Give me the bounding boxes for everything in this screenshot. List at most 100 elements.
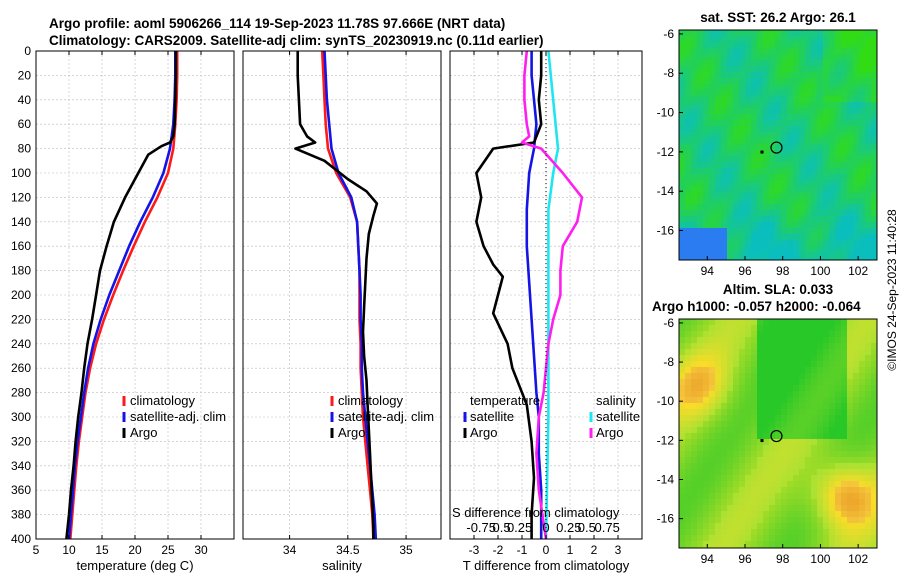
map-cell xyxy=(709,487,716,494)
map-cell xyxy=(817,72,824,79)
salinity-diff-tick-label: 0.25 xyxy=(507,520,532,535)
map-cell xyxy=(859,511,866,518)
map-cell xyxy=(721,475,728,482)
map-cell xyxy=(859,162,866,169)
map-cell xyxy=(793,204,800,211)
map-cell xyxy=(709,463,716,470)
map-cell xyxy=(775,367,782,374)
map-cell xyxy=(745,379,752,386)
x-tick-label: -1 xyxy=(517,543,528,557)
map-cell xyxy=(763,325,770,332)
map-cell xyxy=(751,349,758,356)
map-cell xyxy=(709,355,716,362)
map-cell xyxy=(757,463,764,470)
map-cell xyxy=(757,355,764,362)
map-cell xyxy=(763,180,770,187)
map-cell xyxy=(775,469,782,476)
map-cell xyxy=(775,240,782,247)
map-cell xyxy=(823,355,830,362)
map-cell xyxy=(679,439,686,446)
y-tick-label: -16 xyxy=(657,512,675,526)
map-cell xyxy=(805,66,812,73)
map-cell xyxy=(721,415,728,422)
map-cell xyxy=(757,258,764,261)
map-cell xyxy=(793,433,800,440)
map-cell xyxy=(853,102,860,109)
map-cell xyxy=(685,403,692,410)
map-cell xyxy=(679,234,686,241)
map-cell xyxy=(685,517,692,524)
map-cell xyxy=(715,343,722,350)
map-cell xyxy=(871,78,878,85)
map-cell xyxy=(679,132,686,139)
map-cell xyxy=(769,72,776,79)
map-cell xyxy=(763,427,770,434)
map-cell xyxy=(817,499,824,506)
map-cell xyxy=(739,252,746,259)
map-cell xyxy=(829,180,836,187)
map-cell xyxy=(715,90,722,97)
map-cell xyxy=(703,114,710,121)
map-cell xyxy=(793,475,800,482)
map-cell xyxy=(751,60,758,67)
map-cell xyxy=(823,138,830,145)
map-cell xyxy=(811,36,818,43)
map-cell xyxy=(739,331,746,338)
map-cell xyxy=(799,397,806,404)
map-cell xyxy=(703,391,710,398)
map-cell xyxy=(841,529,848,536)
map-cell xyxy=(811,168,818,175)
map-cell xyxy=(829,36,836,43)
map-cell xyxy=(781,234,788,241)
x-tick-label: 102 xyxy=(848,552,868,566)
map-cell xyxy=(847,445,854,452)
map-cell xyxy=(859,475,866,482)
map-cell xyxy=(823,421,830,428)
map-cell xyxy=(691,90,698,97)
map-cell xyxy=(709,457,716,464)
map-cell xyxy=(829,463,836,470)
map-cell xyxy=(805,138,812,145)
map-cell xyxy=(781,427,788,434)
map-cell xyxy=(823,493,830,500)
map-cell xyxy=(739,30,746,37)
legend-label: satellite-adj. clim xyxy=(338,409,434,424)
map-cell xyxy=(775,42,782,49)
map-cell xyxy=(685,415,692,422)
map-cell xyxy=(817,156,824,163)
map-cell xyxy=(859,138,866,145)
map-cell xyxy=(679,415,686,422)
map-cell xyxy=(793,36,800,43)
map-cell xyxy=(709,409,716,416)
map-cell xyxy=(733,72,740,79)
map-cell xyxy=(751,385,758,392)
map-cell xyxy=(775,397,782,404)
map-cell xyxy=(739,325,746,332)
map-cell xyxy=(835,162,842,169)
map-cell xyxy=(829,535,836,542)
map-cell xyxy=(829,138,836,145)
map-cell xyxy=(697,54,704,61)
map-cell xyxy=(757,391,764,398)
map-cell xyxy=(829,168,836,175)
map-cell xyxy=(763,120,770,127)
map-cell xyxy=(793,78,800,85)
map-cell xyxy=(871,373,878,380)
map-cell xyxy=(865,72,872,79)
map-cell xyxy=(775,517,782,524)
map-cell xyxy=(691,331,698,338)
map-cell xyxy=(679,228,686,235)
map-cell xyxy=(817,114,824,121)
map-cell xyxy=(859,234,866,241)
map-cell xyxy=(733,319,740,326)
map-cell xyxy=(727,180,734,187)
map-cell xyxy=(871,222,878,229)
map-cell xyxy=(871,66,878,73)
map-cell xyxy=(775,373,782,380)
map-cell xyxy=(751,427,758,434)
map-cell xyxy=(757,54,764,61)
map-cell xyxy=(781,535,788,542)
map-cell xyxy=(769,60,776,67)
map-cell xyxy=(715,331,722,338)
map-cell xyxy=(853,108,860,115)
